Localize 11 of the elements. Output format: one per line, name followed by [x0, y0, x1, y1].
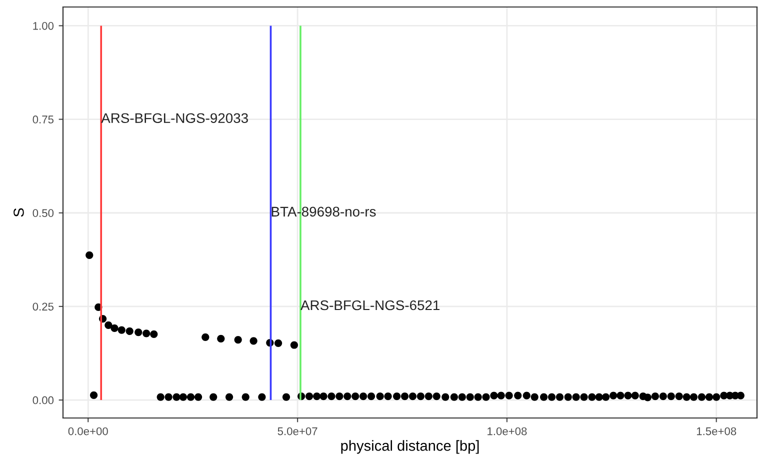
- x-tick-label: 0.0e+00: [68, 427, 108, 436]
- x-axis-title: physical distance [bp]: [341, 440, 479, 454]
- y-tick-label: 0.25: [32, 302, 54, 311]
- x-tick-label: 1.5e+08: [696, 427, 736, 436]
- x-tick-label: 5.0e+07: [278, 427, 318, 436]
- y-tick-label: 0.75: [32, 116, 54, 124]
- y-axis-title: S: [14, 208, 24, 217]
- y-tick-label: 0.50: [32, 209, 54, 218]
- x-tick-label: 1.0e+08: [488, 427, 527, 436]
- y-tick-label: 0.00: [32, 396, 54, 404]
- y-tick-label: 1.00: [33, 22, 54, 30]
